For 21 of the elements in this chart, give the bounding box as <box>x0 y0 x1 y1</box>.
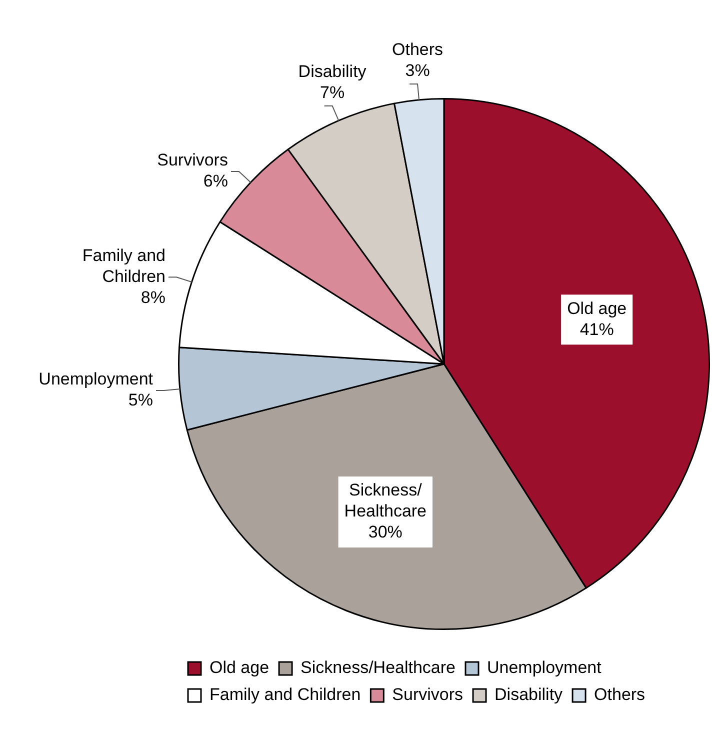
slice-label: Sickness/Healthcare <box>344 480 427 521</box>
data-label: 41% <box>580 320 614 339</box>
legend-label: Sickness/Healthcare <box>300 658 456 678</box>
data-label: 5% <box>128 390 153 410</box>
slice-label: Survivors <box>157 150 228 170</box>
slice-label: Others <box>392 40 444 60</box>
legend-label: Others <box>594 685 646 704</box>
slice-label: Disability <box>298 62 367 82</box>
slice-label: Family and Children <box>82 246 166 286</box>
legend-label: Disability <box>494 685 564 704</box>
legend-label: Family and Children <box>210 685 361 704</box>
slice-label: Unemployment <box>38 370 154 389</box>
data-label: 7% <box>320 83 345 102</box>
data-label: 6% <box>203 172 228 191</box>
legend-label: Survivors <box>392 685 464 704</box>
data-label: 30% <box>368 522 402 542</box>
data-label: 3% <box>405 61 430 80</box>
data-label: 8% <box>140 288 166 307</box>
legend-label: Unemployment <box>487 658 602 678</box>
legend-label: Old age <box>210 658 270 678</box>
slice-label: Old age <box>567 298 627 318</box>
